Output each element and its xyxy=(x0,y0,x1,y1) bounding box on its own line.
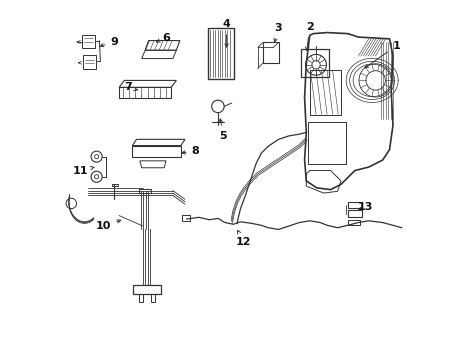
Text: 8: 8 xyxy=(182,147,199,157)
Bar xyxy=(301,49,329,77)
Bar xyxy=(348,211,362,217)
Bar xyxy=(83,55,96,69)
Bar xyxy=(139,294,143,302)
Text: 12: 12 xyxy=(236,230,252,247)
Bar xyxy=(263,42,279,63)
Text: 4: 4 xyxy=(223,19,230,47)
Text: 10: 10 xyxy=(96,220,121,231)
Text: 9: 9 xyxy=(100,37,118,47)
Bar xyxy=(308,122,346,164)
Text: 13: 13 xyxy=(357,202,373,212)
Bar xyxy=(348,202,362,208)
Text: 3: 3 xyxy=(274,23,283,42)
Text: 7: 7 xyxy=(124,82,137,92)
Text: 1: 1 xyxy=(365,41,401,68)
Bar xyxy=(139,189,151,193)
Text: 2: 2 xyxy=(306,22,314,50)
Text: 5: 5 xyxy=(219,119,227,141)
Bar xyxy=(111,184,118,187)
Bar xyxy=(82,35,95,48)
Text: 11: 11 xyxy=(73,166,94,175)
Bar xyxy=(182,215,190,221)
Bar xyxy=(348,220,360,225)
Text: 6: 6 xyxy=(156,33,170,43)
Bar xyxy=(208,29,234,79)
Bar xyxy=(151,294,155,302)
Bar xyxy=(310,70,341,115)
Bar xyxy=(133,285,161,294)
